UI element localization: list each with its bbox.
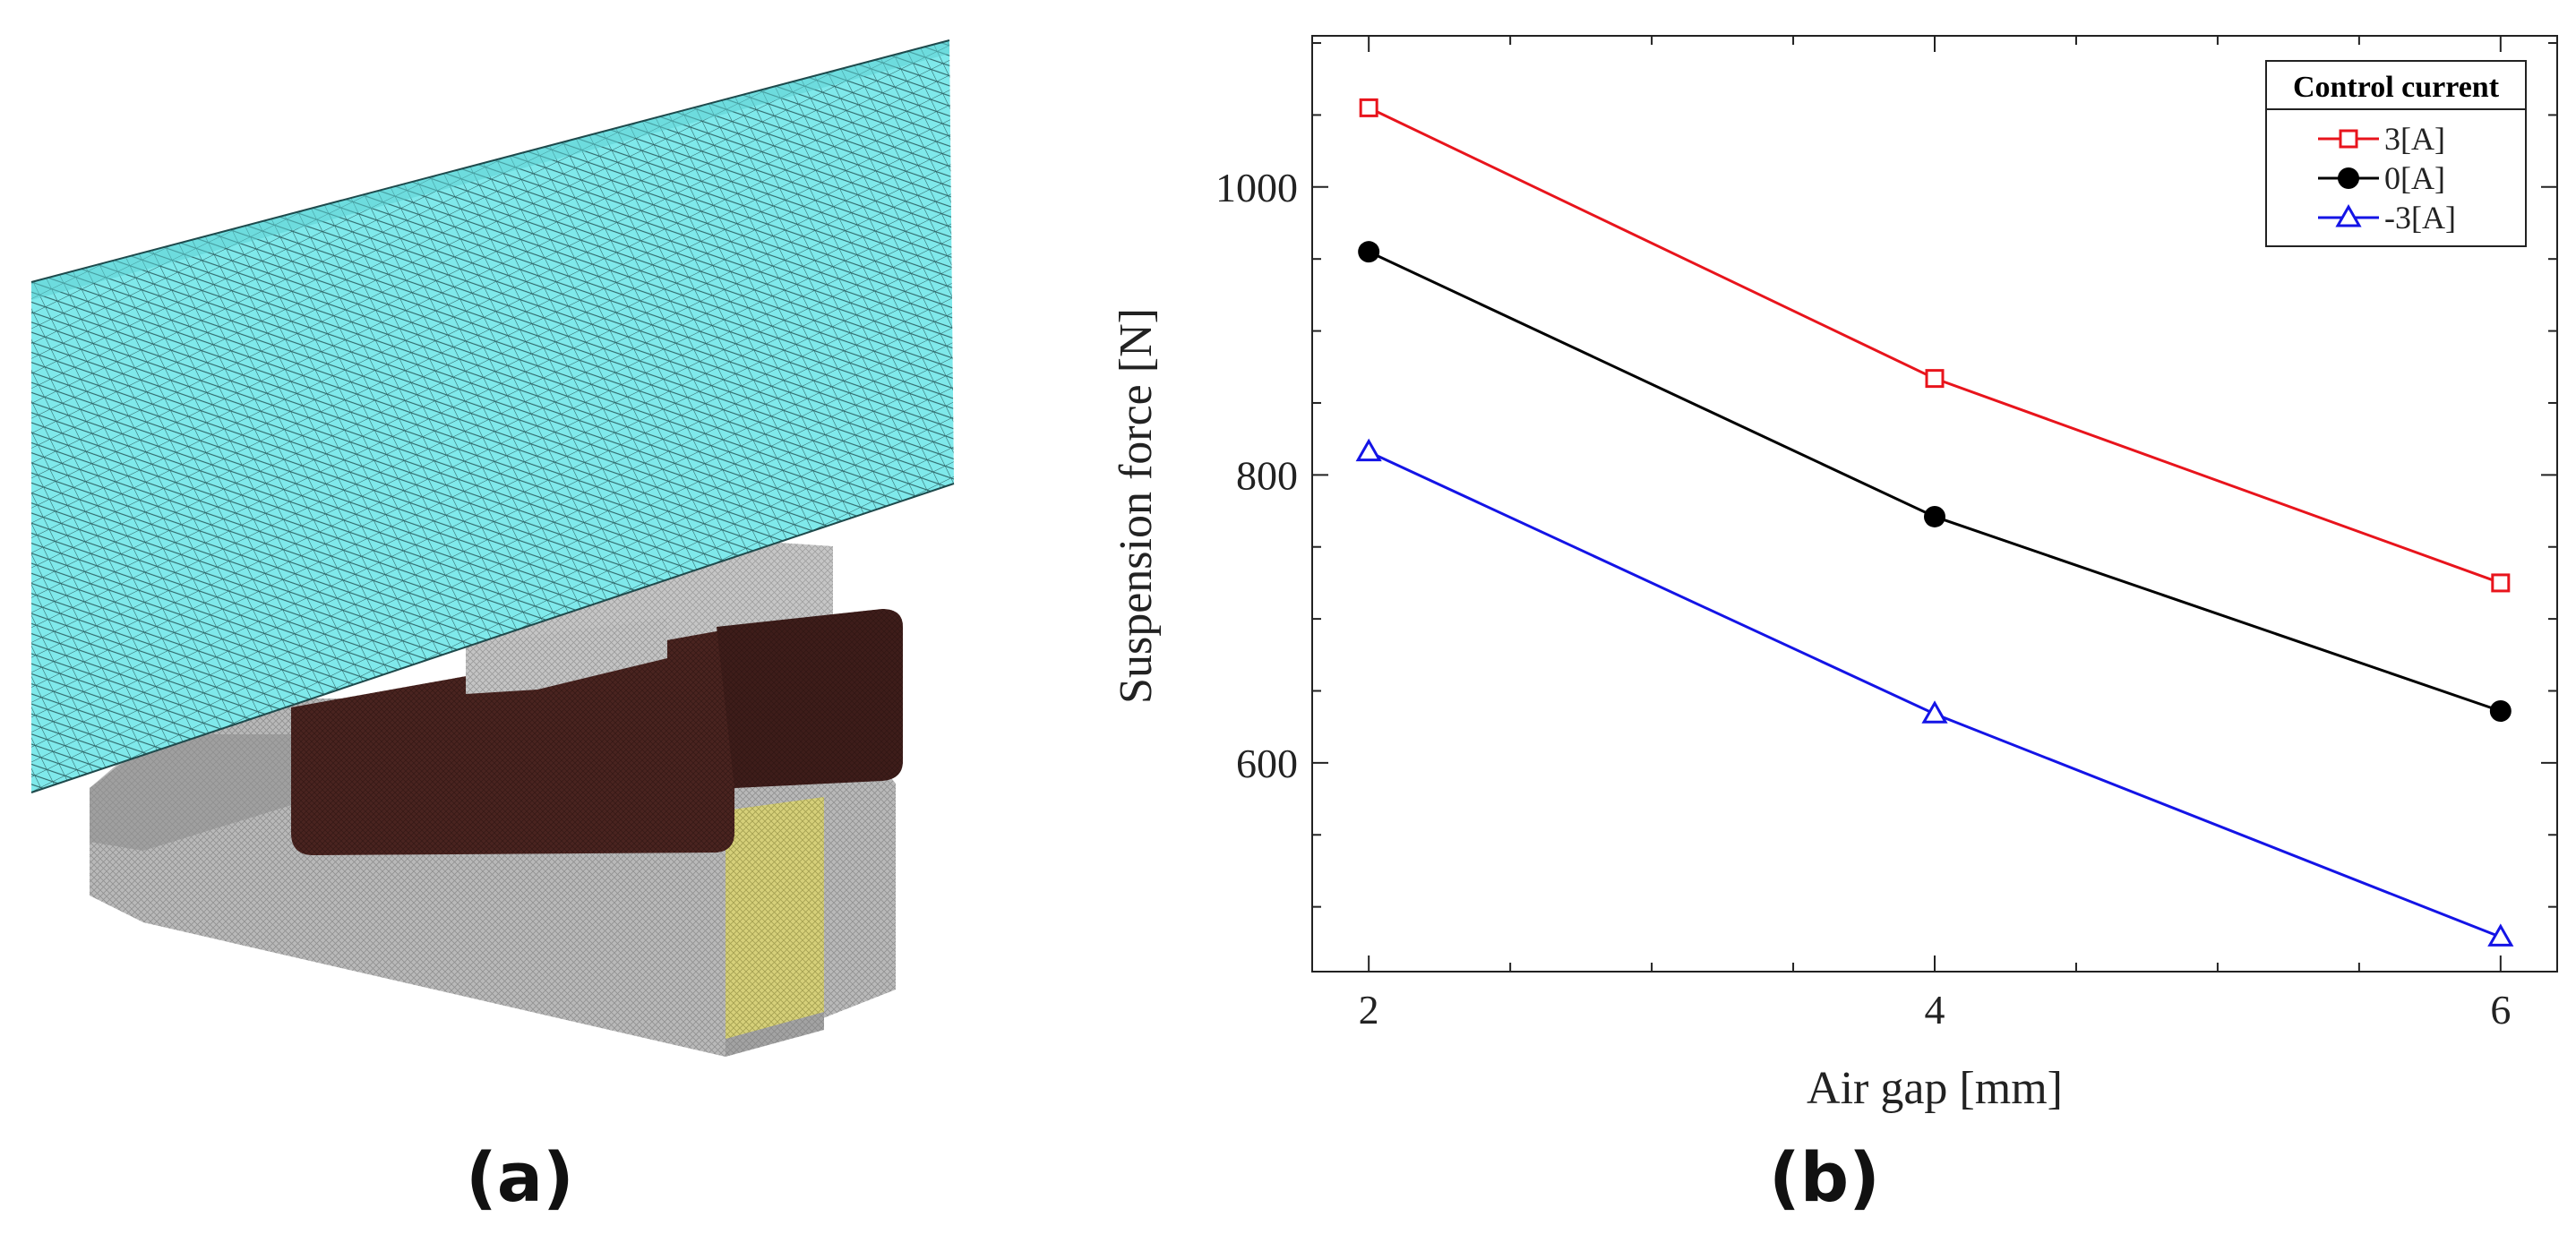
legend-title: Control current bbox=[2293, 71, 2500, 104]
data-point--3a-0 bbox=[1355, 438, 1382, 462]
series-line-0a bbox=[1368, 250, 2502, 713]
sensor-strip bbox=[726, 797, 824, 1039]
y-tick-label: 600 bbox=[1236, 741, 1298, 786]
data-point--3a-1 bbox=[1921, 700, 1948, 724]
legend-label--3a: -3[A] bbox=[2384, 200, 2456, 236]
data-point--3a-2 bbox=[2487, 923, 2514, 947]
data-point-0a-0 bbox=[1358, 241, 1380, 263]
legend: Control current 3[A]0[A] -3[A] bbox=[2265, 60, 2527, 247]
legend-marker--3a bbox=[2335, 203, 2362, 227]
data-point-0a-2 bbox=[2489, 700, 2512, 723]
panel-label-b: (b) bbox=[1769, 1137, 1880, 1217]
data-point-0a-1 bbox=[1924, 505, 1945, 527]
y-tick-label: 1000 bbox=[1215, 165, 1298, 210]
legend-box bbox=[2265, 60, 2527, 247]
legend-label-3a: 3[A] bbox=[2384, 121, 2445, 157]
data-point-3a-0 bbox=[1359, 98, 1378, 117]
fem-mesh-illustration bbox=[30, 39, 955, 1057]
x-tick-label: 6 bbox=[2490, 987, 2511, 1033]
chart-series-layer bbox=[1355, 98, 2514, 947]
rotor-cylinder bbox=[30, 39, 955, 793]
panel-label-a: (a) bbox=[466, 1137, 574, 1217]
legend-marker-3a bbox=[2339, 129, 2358, 149]
data-point-3a-2 bbox=[2491, 573, 2511, 593]
x-tick-label: 4 bbox=[1925, 987, 1945, 1033]
legend-marker-0a bbox=[2338, 167, 2359, 189]
x-tick-label: 2 bbox=[1359, 987, 1379, 1033]
y-tick-label: 800 bbox=[1236, 452, 1298, 498]
x-axis-title: Air gap [mm] bbox=[1807, 1063, 2063, 1114]
coil-windings bbox=[291, 609, 903, 855]
y-axis-title: Suspension force [N] bbox=[1111, 308, 1162, 704]
chart-ticks: 2 4 6 600 800 1000 bbox=[1215, 36, 2557, 1033]
data-point-3a-1 bbox=[1925, 369, 1945, 389]
legend-label-0a: 0[A] bbox=[2384, 160, 2445, 196]
